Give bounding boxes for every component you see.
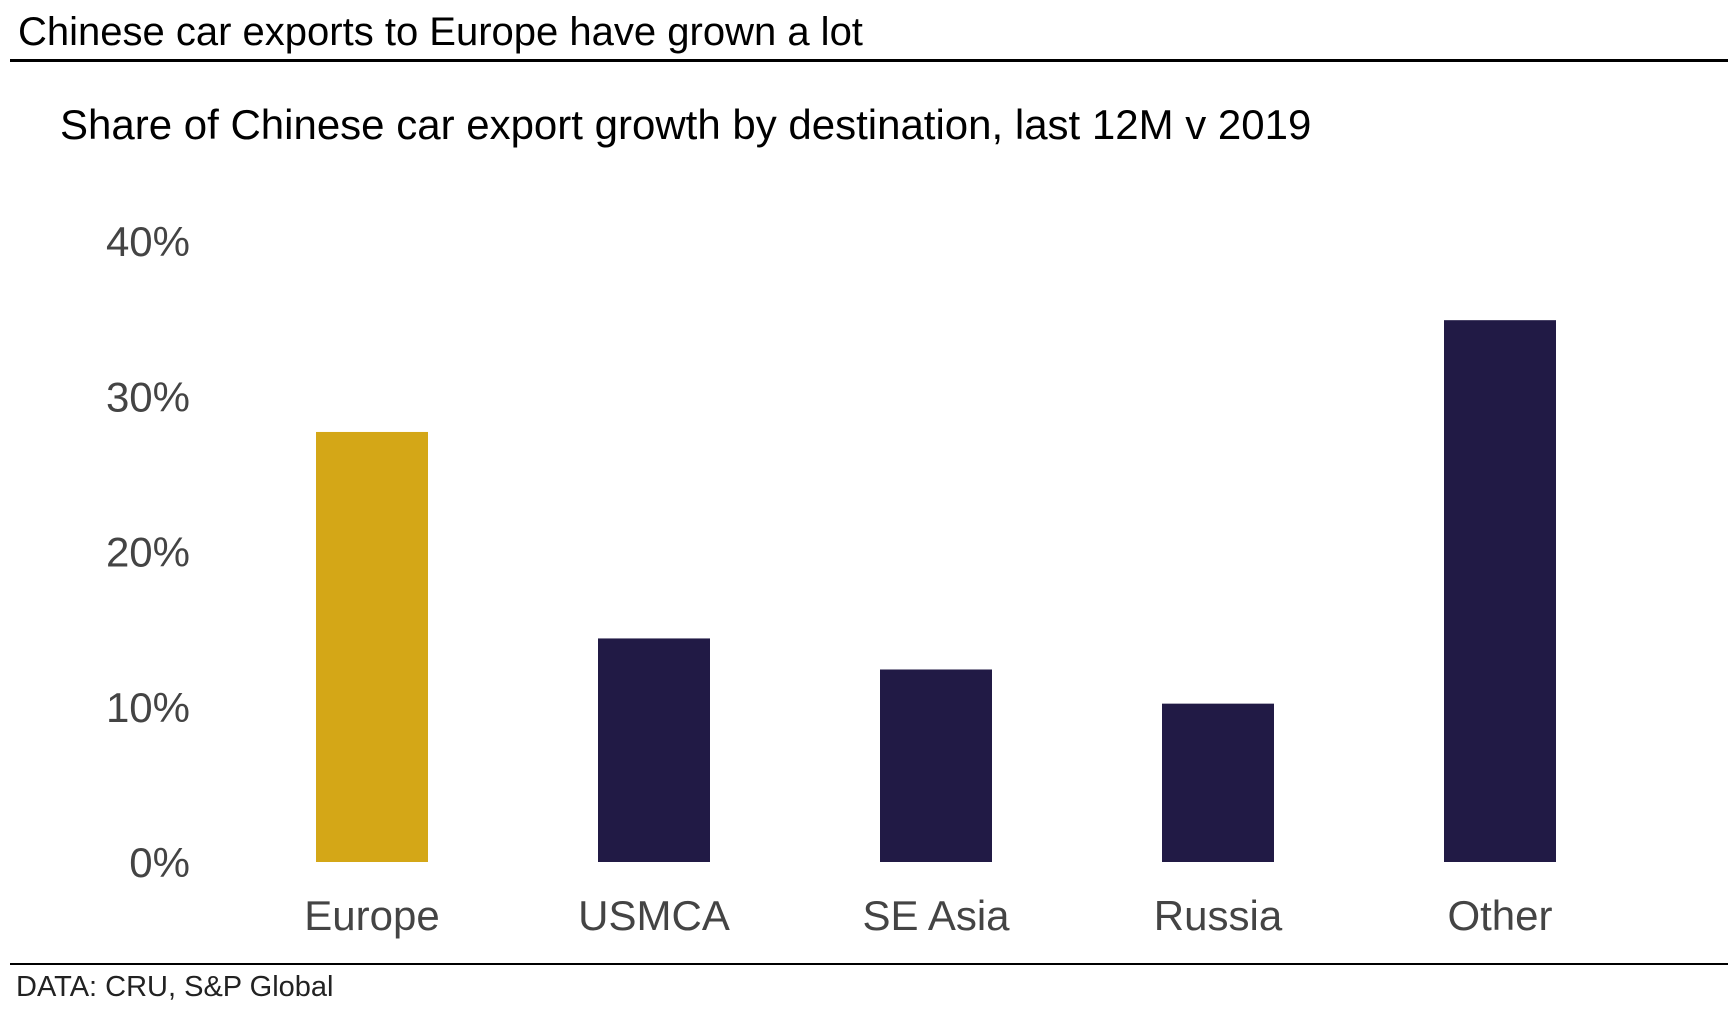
x-tick-label: Russia xyxy=(1154,892,1283,939)
bar-usmca xyxy=(598,638,710,862)
source-note: DATA: CRU, S&P Global xyxy=(16,971,334,1003)
x-tick-label: USMCA xyxy=(578,892,730,939)
bar-europe xyxy=(316,431,428,862)
x-tick-label: Europe xyxy=(304,892,439,939)
x-tick-label: Other xyxy=(1447,892,1552,939)
y-tick-label: 0% xyxy=(129,839,190,886)
y-tick-label: 40% xyxy=(106,218,190,265)
bars-group xyxy=(316,320,1556,862)
y-axis: 0% 10% 20% 30% 40% xyxy=(106,218,190,886)
y-tick-label: 20% xyxy=(106,529,190,576)
x-tick-label: SE Asia xyxy=(862,892,1010,939)
page-title: Chinese car exports to Europe have grown… xyxy=(18,10,863,54)
x-axis: Europe USMCA SE Asia Russia Other xyxy=(304,892,1552,939)
bar-se-asia xyxy=(880,669,992,862)
bar-chart: 0% 10% 20% 30% 40% Europe USMCA SE Asia Russia O… xyxy=(106,218,1556,939)
bar-russia xyxy=(1162,703,1274,862)
bar-other xyxy=(1444,320,1556,862)
y-tick-label: 30% xyxy=(106,373,190,420)
top-divider xyxy=(10,59,1728,62)
chart-title: Share of Chinese car export growth by de… xyxy=(60,101,1312,148)
y-tick-label: 10% xyxy=(106,684,190,731)
bottom-divider xyxy=(10,963,1728,965)
